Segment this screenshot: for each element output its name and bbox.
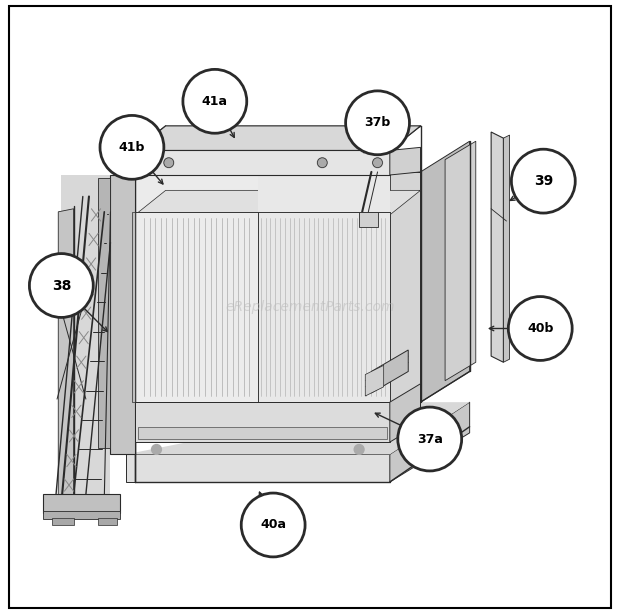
Text: 41b: 41b [119,141,145,154]
Circle shape [512,149,575,213]
Polygon shape [135,175,390,215]
Text: eReplacementParts.com: eReplacementParts.com [225,300,395,314]
Polygon shape [390,402,469,482]
Polygon shape [135,212,258,402]
Polygon shape [43,511,120,519]
Polygon shape [503,135,510,362]
Circle shape [317,158,327,168]
Circle shape [241,493,305,557]
Polygon shape [135,150,390,175]
Circle shape [354,445,364,454]
Polygon shape [135,190,420,215]
Circle shape [373,158,383,168]
Circle shape [508,297,572,360]
Polygon shape [98,518,117,525]
Text: 39: 39 [534,174,553,188]
Text: 38: 38 [51,279,71,292]
Circle shape [29,254,93,317]
Polygon shape [126,402,469,454]
Circle shape [183,69,247,133]
Circle shape [398,407,462,471]
Polygon shape [445,141,476,381]
Polygon shape [258,212,390,402]
Polygon shape [135,402,390,442]
Circle shape [164,158,174,168]
Text: 37b: 37b [365,116,391,130]
Polygon shape [365,365,384,396]
Text: 40b: 40b [527,322,554,335]
Polygon shape [98,178,110,448]
Polygon shape [390,384,420,442]
Text: 41a: 41a [202,95,228,108]
Polygon shape [491,132,503,362]
Circle shape [151,445,161,454]
Circle shape [100,115,164,179]
Polygon shape [43,494,120,513]
Circle shape [345,91,409,155]
Polygon shape [132,212,135,402]
Polygon shape [135,126,420,150]
Polygon shape [258,175,390,212]
Polygon shape [359,212,378,227]
Polygon shape [138,427,387,439]
Polygon shape [110,175,135,454]
Polygon shape [58,209,74,503]
Polygon shape [420,141,469,402]
Polygon shape [61,175,110,507]
Polygon shape [52,518,74,525]
Polygon shape [390,172,420,402]
Polygon shape [126,454,390,482]
Text: 40a: 40a [260,518,286,532]
Polygon shape [390,147,420,175]
Polygon shape [371,350,408,393]
Text: 37a: 37a [417,432,443,446]
